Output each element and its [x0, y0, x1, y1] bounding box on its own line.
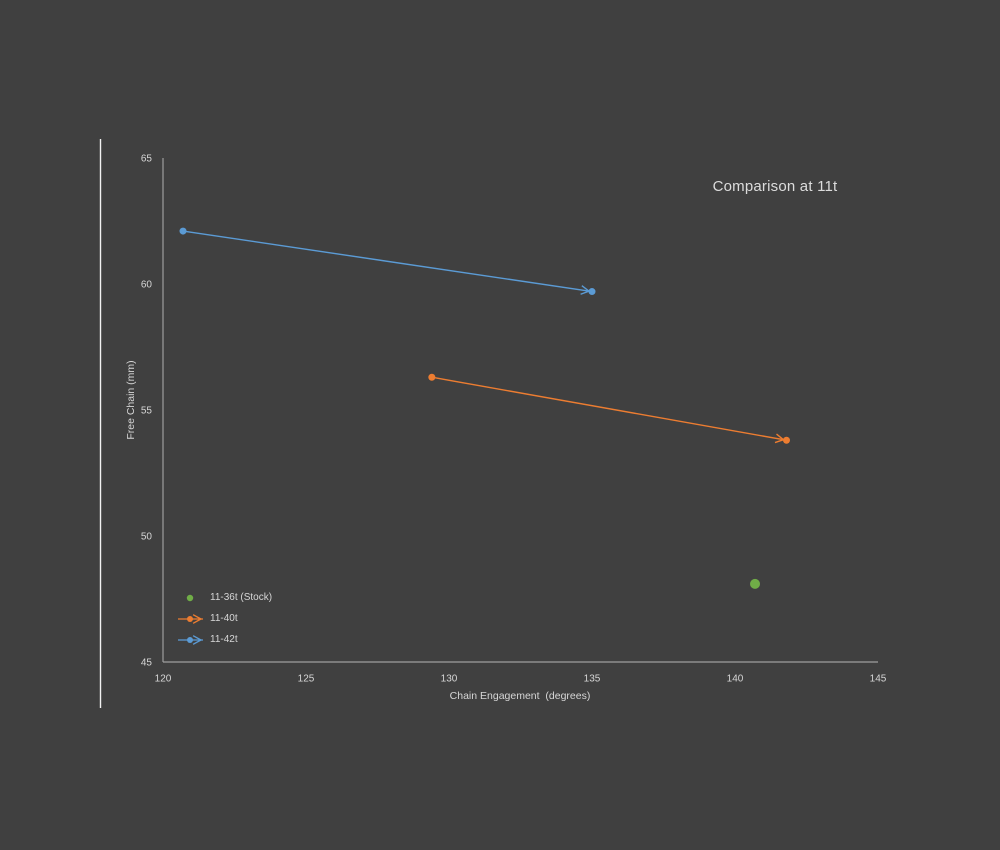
x-tick-label: 130: [441, 674, 458, 685]
legend-dot: [186, 594, 194, 601]
legend-marker-icon: [178, 613, 203, 624]
y-tick-label: 65: [141, 154, 153, 165]
y-axis-label: Free Chain (mm): [125, 360, 137, 440]
x-axis-label: Chain Engagement (degrees): [449, 690, 591, 702]
x-tick-label: 125: [298, 674, 315, 685]
legend-marker-icon: [178, 634, 203, 645]
legend-item: 11-40t: [177, 608, 272, 629]
series-line: [431, 376, 787, 441]
x-tick-label: 120: [155, 674, 172, 685]
legend-label: 11-40t: [210, 613, 238, 624]
legend-dot: [187, 636, 193, 643]
data-point: [750, 578, 761, 589]
data-point: [179, 227, 187, 235]
data-point: [588, 288, 596, 296]
chart-title: Comparison at 11t: [712, 178, 838, 195]
x-tick-label: 145: [870, 674, 887, 685]
legend-arrow-head-icon: [192, 634, 203, 645]
series-11-42t: [179, 227, 596, 296]
data-point: [782, 436, 790, 444]
data-point: [428, 373, 436, 381]
legend-item: 11-42t: [177, 629, 272, 650]
series-11-36t-stock-: [750, 578, 761, 589]
y-tick-label: 50: [141, 532, 153, 543]
y-tick-label: 55: [141, 406, 153, 417]
legend-item: 11-36t (Stock): [177, 587, 272, 608]
legend-label: 11-42t: [210, 634, 238, 645]
series-11-40t: [428, 373, 790, 444]
y-tick-label: 45: [141, 658, 153, 669]
legend-label: 11-36t (Stock): [210, 592, 273, 603]
x-tick-label: 140: [727, 674, 744, 685]
legend-marker-icon: [186, 594, 194, 601]
y-tick-label: 60: [141, 280, 153, 291]
x-tick-label: 135: [584, 674, 601, 685]
series-line: [182, 230, 593, 293]
legend-arrow-head-icon: [192, 613, 203, 624]
legend-dot: [187, 615, 193, 622]
legend: 11-36t (Stock) 11-40t 11-42t: [177, 587, 272, 650]
